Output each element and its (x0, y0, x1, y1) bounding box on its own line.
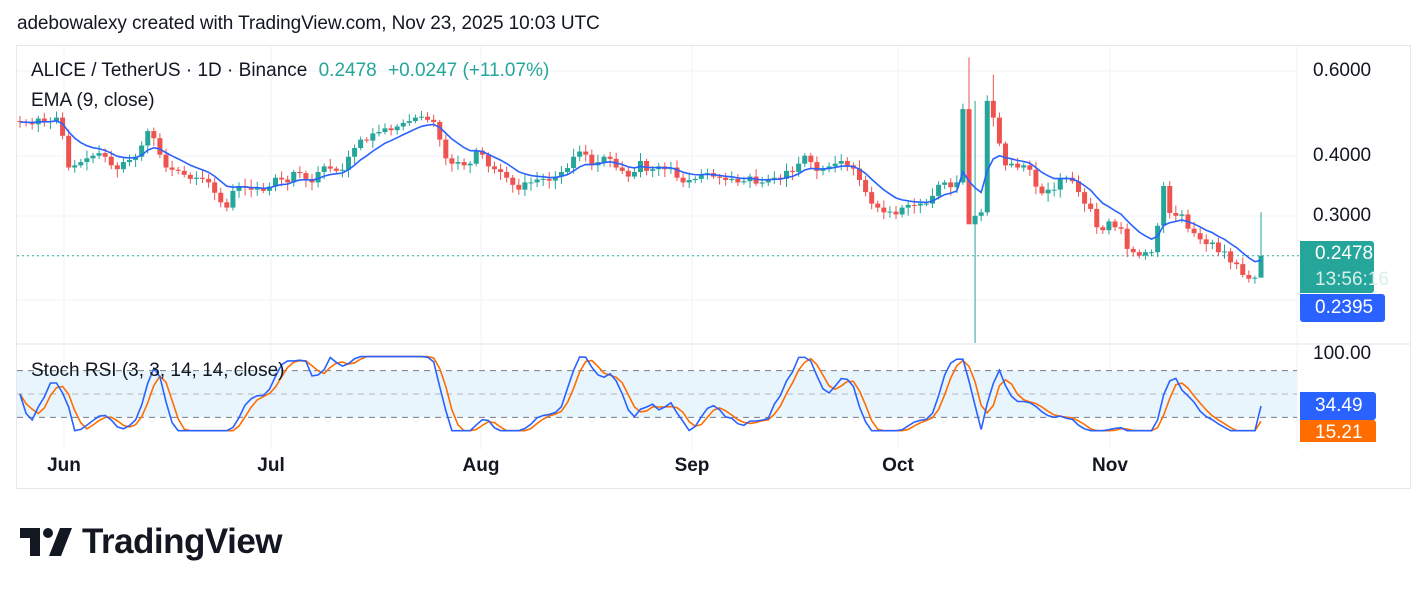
ema-price-tag: 0.2395 (1300, 294, 1385, 322)
chart-frame (16, 45, 1411, 489)
price-tick-0600: 0.6000 (1313, 60, 1372, 81)
chart-caption: adebowalexy created with TradingView.com… (17, 13, 600, 34)
price-change: +0.0247 (+11.07%) (388, 60, 550, 81)
time-label-aug: Aug (462, 455, 500, 476)
tradingview-logo-icon (20, 528, 72, 556)
last-price-tag-value: 0.2478 (1315, 243, 1374, 264)
bar-countdown: 13:56:16 (1315, 269, 1389, 290)
symbol-title: ALICE / TetherUS · 1D · Binance (31, 60, 308, 81)
tradingview-wordmark: TradingView (82, 522, 283, 561)
stoch-tick-100: 100.00 (1313, 343, 1372, 364)
tradingview-logo[interactable]: TradingView (20, 522, 283, 562)
symbol-legend: ALICE / TetherUS · 1D · Binance 0.2478 +… (31, 60, 549, 82)
time-label-jun: Jun (47, 455, 81, 476)
stoch-d-tag: 15.21 (1300, 420, 1376, 442)
time-label-nov: Nov (1092, 455, 1128, 476)
time-label-jul: Jul (257, 455, 285, 476)
price-tick-0300: 0.3000 (1313, 205, 1372, 226)
time-label-oct: Oct (882, 455, 914, 476)
price-tick-0400: 0.4000 (1313, 145, 1372, 166)
stoch-rsi-legend: Stoch RSI (3, 3, 14, 14, close) (31, 360, 285, 381)
last-price-tag: 0.2478 13:56:16 (1300, 241, 1389, 293)
stoch-k-tag: 34.49 (1300, 392, 1376, 420)
time-label-sep: Sep (674, 455, 710, 476)
ema-legend: EMA (9, close) (31, 90, 155, 111)
last-price: 0.2478 (318, 60, 377, 81)
